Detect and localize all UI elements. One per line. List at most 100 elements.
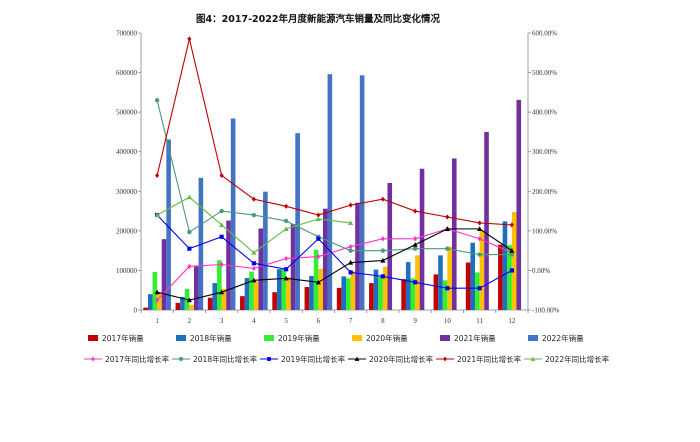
bar — [433, 274, 439, 310]
right-tick-label: 200.00% — [532, 188, 557, 196]
bar — [207, 297, 213, 310]
legend-label: 2018年销量 — [190, 333, 232, 343]
line-point — [219, 261, 224, 268]
bar — [304, 287, 310, 310]
line-point — [380, 236, 385, 242]
bar — [152, 272, 158, 310]
line-point — [284, 255, 289, 262]
x-tick-label: 2 — [188, 317, 192, 325]
legend-swatch — [176, 335, 186, 341]
line-point — [477, 220, 482, 226]
bar — [221, 289, 227, 310]
bars — [143, 74, 522, 310]
line-point — [186, 297, 192, 303]
legend-swatch — [352, 335, 362, 341]
line-point — [219, 172, 224, 179]
line-point — [445, 246, 450, 251]
bar — [502, 221, 508, 310]
bar — [295, 133, 300, 310]
bar — [290, 224, 296, 310]
line-point — [315, 216, 321, 222]
x-tick-label: 4 — [252, 317, 256, 325]
line-point — [412, 242, 418, 247]
bar — [442, 280, 448, 310]
line-point — [187, 36, 192, 42]
lines — [154, 36, 515, 303]
line-point — [530, 356, 536, 361]
line-point — [477, 226, 483, 231]
x-tick-label: 5 — [284, 317, 288, 325]
line-point — [348, 248, 353, 253]
legend-label: 2019年销量 — [278, 333, 320, 343]
bar — [350, 271, 356, 310]
bar — [470, 242, 476, 310]
line-point — [509, 268, 514, 273]
right-tick-label: 0.00% — [532, 267, 550, 275]
bar — [318, 268, 323, 310]
line-point — [178, 356, 184, 362]
legend-label: 2020年销量 — [366, 333, 408, 343]
bar — [313, 249, 319, 310]
line-point — [283, 275, 289, 281]
bar — [373, 269, 379, 310]
bar — [249, 271, 254, 310]
line-point — [315, 279, 321, 285]
bar — [253, 281, 259, 310]
legend-label: 2017年销量 — [102, 333, 144, 343]
bar — [516, 99, 522, 310]
x-tick-label: 7 — [349, 317, 353, 325]
bar — [193, 266, 199, 310]
legend: 2017年销量 2018年销量 2019年销量 2020年销量 2021年销量 2022年… — [84, 333, 610, 364]
right-tick-label: 100.00% — [532, 227, 557, 235]
line-point — [348, 270, 353, 275]
line-point — [219, 289, 225, 295]
legend-label: 2021年销量 — [454, 333, 496, 343]
bar — [161, 239, 167, 310]
legend-swatch — [88, 335, 98, 341]
line-point — [316, 236, 321, 241]
bar — [378, 276, 383, 310]
line-point — [316, 253, 321, 260]
line-point — [251, 250, 257, 255]
line-point — [187, 229, 192, 235]
series-line — [156, 228, 513, 301]
series-line — [156, 38, 512, 226]
left-tick-label: 600000 — [116, 69, 138, 77]
line-point — [412, 246, 418, 251]
line-point — [155, 297, 160, 303]
bar — [212, 283, 218, 310]
bar — [387, 182, 393, 310]
legend-label: 2018年同比增长率 — [193, 354, 258, 364]
bar — [189, 304, 194, 310]
line-point — [477, 252, 482, 257]
bar — [263, 191, 268, 310]
bar — [244, 277, 250, 310]
line-point — [186, 194, 192, 200]
line-point — [348, 259, 354, 265]
legend-label: 2017年同比增长率 — [105, 354, 170, 364]
line-point — [477, 236, 482, 242]
left-tick-label: 300000 — [116, 188, 138, 196]
line-point — [316, 212, 321, 218]
bar — [475, 272, 480, 310]
legend-label: 2022年销量 — [542, 333, 584, 343]
line-point — [413, 208, 418, 214]
legend-label: 2021年同比增长率 — [457, 354, 522, 364]
line-point — [154, 98, 160, 103]
left-tick-label: 400000 — [116, 148, 138, 156]
right-tick-label: 400.00% — [532, 109, 557, 117]
x-tick-label: 11 — [476, 317, 483, 325]
line-point — [251, 212, 257, 218]
line-point — [477, 286, 482, 291]
line-point — [219, 234, 224, 239]
bar — [346, 278, 351, 310]
legend-swatch — [264, 335, 274, 341]
bar — [147, 294, 153, 310]
bar — [322, 208, 328, 310]
line-point — [348, 202, 353, 208]
line-point — [219, 208, 224, 214]
line-point — [509, 252, 515, 257]
bar — [382, 266, 388, 310]
x-tick-label: 9 — [413, 317, 417, 325]
